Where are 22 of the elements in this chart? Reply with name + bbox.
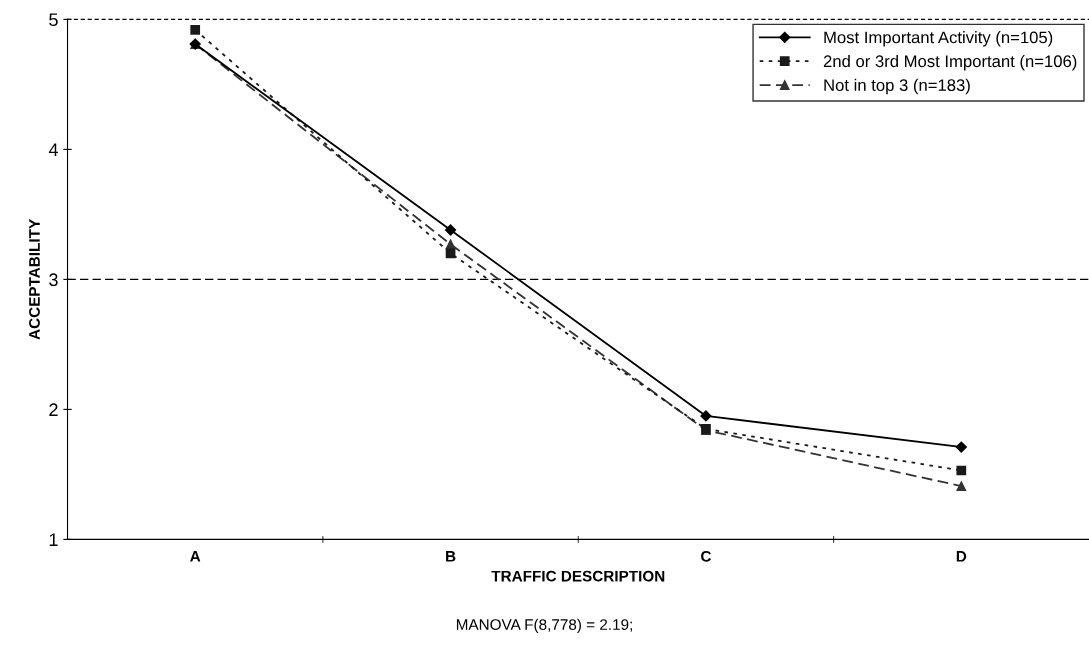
point xyxy=(190,24,201,35)
point xyxy=(445,239,456,250)
point xyxy=(700,410,712,422)
y-tick-label: 1 xyxy=(49,533,58,546)
y-axis-title: ACCEPTABILITY xyxy=(29,219,40,340)
y-tick-label: 5 xyxy=(49,13,58,27)
y-tick-label: 3 xyxy=(49,273,58,287)
x-tick-label: D xyxy=(956,551,967,562)
point xyxy=(956,465,967,476)
legend-label: Not in top 3 (n=183) xyxy=(824,78,970,95)
x-axis-title: TRAFFIC DESCRIPTION xyxy=(491,570,665,582)
legend-label: 2nd or 3rd Most Important (n=106) xyxy=(823,54,1077,71)
x-tick-label: A xyxy=(190,551,201,562)
legend-label: Most Important Activity (n=105) xyxy=(824,31,1053,47)
point xyxy=(444,224,457,236)
point xyxy=(956,481,967,491)
point xyxy=(955,441,967,453)
x-tick-label: B xyxy=(446,551,456,562)
y-tick-label: 2 xyxy=(49,403,58,416)
x-tick-label: C xyxy=(701,550,712,562)
y-tick-label: 4 xyxy=(48,143,58,156)
text: MANOVA F(8,778) = 2.19; xyxy=(456,618,632,634)
